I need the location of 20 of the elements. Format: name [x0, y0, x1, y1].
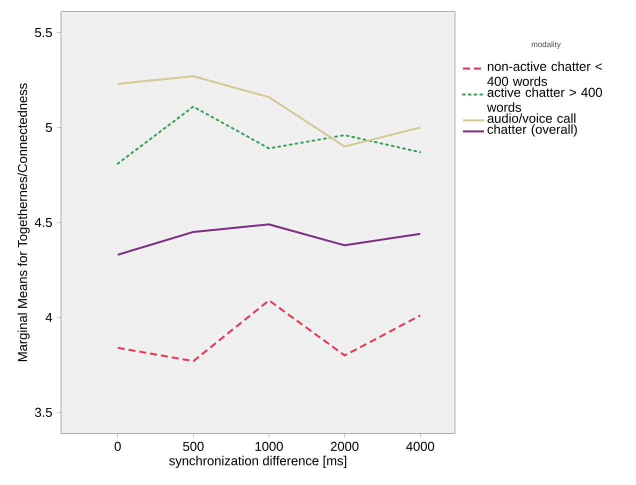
y-tick-label: 4.5 — [34, 218, 52, 227]
line-series — [116, 75, 422, 148]
x-tick-label: 4000 — [406, 442, 434, 451]
x-axis-title: synchronization difference [ms] — [169, 456, 346, 468]
legend-label: audio/voice call — [488, 113, 576, 123]
legend-label: active chatter > 400 words — [486, 87, 602, 112]
line-series — [116, 106, 422, 165]
x-tick-label: 500 — [183, 442, 204, 451]
y-tick-label: 4 — [46, 312, 52, 322]
y-tick-label: 5.5 — [35, 28, 52, 38]
y-axis-title: Marginal Means for Togethernes/Connectedness — [18, 83, 30, 362]
x-tick-label: 1000 — [256, 442, 283, 451]
x-tick-label: 0 — [114, 442, 121, 451]
y-tick-label: 5 — [46, 123, 52, 132]
y-tick-label: 3.5 — [34, 408, 52, 417]
line-series — [116, 223, 422, 256]
x-tick-label: 2000 — [330, 442, 358, 451]
legend-label: non-active chatter < 400 words — [487, 61, 602, 86]
line-series — [116, 299, 422, 362]
legend-label: chatter (overall) — [488, 124, 577, 136]
